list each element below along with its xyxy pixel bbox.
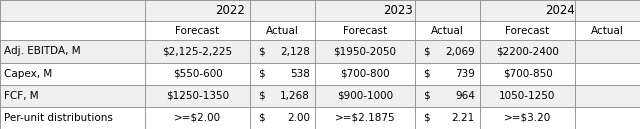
Text: 1050-1250: 1050-1250 bbox=[499, 91, 556, 101]
Text: Adj. EBITDA, M: Adj. EBITDA, M bbox=[4, 46, 81, 57]
Text: $550-600: $550-600 bbox=[173, 69, 222, 79]
Text: Forecast: Forecast bbox=[175, 26, 220, 35]
Text: Forecast: Forecast bbox=[506, 26, 550, 35]
Text: Actual: Actual bbox=[266, 26, 299, 35]
Text: 739: 739 bbox=[455, 69, 475, 79]
Bar bbox=[0, 63, 640, 85]
Bar bbox=[0, 21, 640, 40]
Text: FCF, M: FCF, M bbox=[4, 91, 38, 101]
Text: >=$3.20: >=$3.20 bbox=[504, 113, 551, 123]
Text: Capex, M: Capex, M bbox=[4, 69, 52, 79]
Text: 2.21: 2.21 bbox=[452, 113, 475, 123]
Text: $1250-1350: $1250-1350 bbox=[166, 91, 229, 101]
Text: Actual: Actual bbox=[591, 26, 624, 35]
Bar bbox=[0, 85, 640, 107]
Bar bbox=[0, 40, 640, 63]
Text: $: $ bbox=[423, 91, 429, 101]
Text: 2,069: 2,069 bbox=[445, 46, 475, 57]
Bar bbox=[0, 0, 640, 21]
Text: $: $ bbox=[258, 46, 264, 57]
Text: $: $ bbox=[423, 113, 429, 123]
Text: Forecast: Forecast bbox=[343, 26, 387, 35]
Text: $2200-2400: $2200-2400 bbox=[496, 46, 559, 57]
Bar bbox=[0, 107, 640, 129]
Text: >=$2.00: >=$2.00 bbox=[174, 113, 221, 123]
Text: >=$2.1875: >=$2.1875 bbox=[335, 113, 396, 123]
Text: $: $ bbox=[258, 113, 264, 123]
Text: 2.00: 2.00 bbox=[287, 113, 310, 123]
Text: $900-1000: $900-1000 bbox=[337, 91, 393, 101]
Text: 538: 538 bbox=[290, 69, 310, 79]
Text: 2,128: 2,128 bbox=[280, 46, 310, 57]
Text: $: $ bbox=[258, 91, 264, 101]
Text: $1950-2050: $1950-2050 bbox=[333, 46, 397, 57]
Text: 964: 964 bbox=[455, 91, 475, 101]
Text: 2023: 2023 bbox=[383, 4, 412, 17]
Text: 2024: 2024 bbox=[545, 4, 575, 17]
Text: $: $ bbox=[258, 69, 264, 79]
Text: Actual: Actual bbox=[431, 26, 464, 35]
Text: $: $ bbox=[423, 69, 429, 79]
Text: Per-unit distributions: Per-unit distributions bbox=[4, 113, 113, 123]
Text: 2022: 2022 bbox=[215, 4, 245, 17]
Text: $2,125-2,225: $2,125-2,225 bbox=[163, 46, 232, 57]
Text: $700-800: $700-800 bbox=[340, 69, 390, 79]
Text: $: $ bbox=[423, 46, 429, 57]
Text: 1,268: 1,268 bbox=[280, 91, 310, 101]
Text: $700-850: $700-850 bbox=[502, 69, 552, 79]
